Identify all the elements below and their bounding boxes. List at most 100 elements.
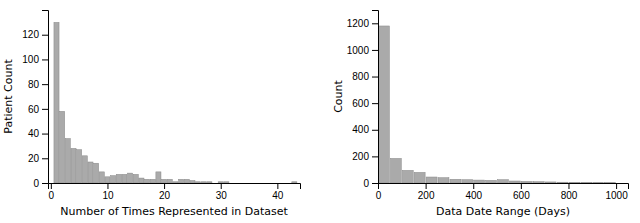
- tick-mark: [51, 183, 52, 189]
- bar: [474, 180, 485, 183]
- tick-mark: [42, 59, 48, 60]
- bar: [593, 182, 604, 183]
- y-axis-title: Count: [332, 79, 345, 112]
- bar: [167, 179, 172, 183]
- y-axis: 020406080100120: [22, 11, 48, 189]
- bar: [390, 158, 401, 183]
- tick-mark: [42, 84, 48, 85]
- bar: [581, 182, 592, 183]
- bar: [207, 182, 212, 183]
- bar: [162, 179, 167, 183]
- bar: [179, 179, 184, 183]
- x-axis-title: Data Date Range (Days): [436, 205, 570, 218]
- tick-mark: [42, 109, 48, 110]
- tick-mark: [42, 183, 48, 184]
- tick-label: 20: [159, 190, 171, 201]
- tick-mark: [372, 23, 378, 24]
- bar: [139, 178, 144, 183]
- bar: [122, 174, 127, 183]
- bar: [111, 176, 116, 183]
- tick-label: 40: [272, 190, 284, 201]
- tick-mark: [473, 183, 474, 189]
- bar: [402, 170, 413, 183]
- tick-label: 80: [28, 79, 40, 90]
- bar: [99, 172, 104, 183]
- tick-label: 0: [363, 178, 369, 189]
- tick-mark: [107, 183, 108, 189]
- tick: 80: [28, 79, 48, 90]
- tick-mark: [372, 156, 378, 157]
- tick-label: 20: [28, 153, 40, 164]
- bar: [450, 179, 461, 183]
- tick: 400: [352, 124, 378, 135]
- tick-mark: [616, 183, 617, 189]
- bar: [509, 181, 520, 183]
- chart-root: 010203040020406080100120Number of Times …: [0, 0, 640, 223]
- axis-line: [379, 184, 629, 190]
- tick: 400: [465, 183, 482, 201]
- bar: [173, 182, 178, 183]
- tick: 60: [28, 104, 48, 115]
- bar: [379, 26, 390, 183]
- bar: [128, 173, 133, 183]
- x-axis: 02004006008001000: [376, 183, 629, 201]
- tick: 200: [352, 151, 378, 162]
- bar: [82, 156, 87, 183]
- tick-mark: [372, 183, 378, 184]
- bar: [150, 179, 155, 183]
- tick-label: 600: [513, 190, 530, 201]
- axis-line: [42, 11, 49, 184]
- bar: [486, 180, 497, 183]
- tick: 600: [513, 183, 530, 201]
- bar: [462, 180, 473, 183]
- tick: 600: [352, 98, 378, 109]
- bar: [88, 162, 93, 183]
- tick-label: 1200: [347, 18, 370, 29]
- axis-line: [49, 184, 301, 190]
- bar: [196, 182, 201, 183]
- tick: 0: [363, 178, 378, 189]
- tick: 800: [561, 183, 578, 201]
- bar: [77, 150, 82, 183]
- tick-label: 400: [352, 124, 369, 135]
- tick: 20: [28, 153, 48, 164]
- bar: [605, 182, 616, 183]
- panel: 010203040020406080100120Number of Times …: [2, 11, 301, 219]
- bar: [292, 182, 297, 183]
- bar: [224, 182, 229, 183]
- tick: 200: [418, 183, 435, 201]
- tick: 10: [102, 183, 114, 201]
- tick-mark: [372, 50, 378, 51]
- tick-label: 120: [22, 29, 39, 40]
- tick-mark: [277, 183, 278, 189]
- bar: [145, 179, 150, 183]
- bar: [94, 163, 99, 183]
- bar: [569, 182, 580, 183]
- tick-label: 60: [28, 104, 40, 115]
- bar: [133, 174, 138, 183]
- tick: 30: [216, 183, 228, 201]
- bar: [190, 181, 195, 183]
- tick-mark: [372, 103, 378, 104]
- panel: 02004006008001000020040060080010001200Da…: [332, 11, 629, 219]
- tick: 120: [22, 29, 48, 40]
- tick-mark: [568, 183, 569, 189]
- tick-label: 200: [352, 151, 369, 162]
- bar: [521, 181, 532, 183]
- tick-mark: [426, 183, 427, 189]
- bar: [557, 182, 568, 183]
- tick: 40: [28, 128, 48, 139]
- bar: [184, 179, 189, 183]
- tick-label: 30: [216, 190, 228, 201]
- tick-label: 40: [28, 128, 40, 139]
- y-axis: 020040060080010001200: [347, 11, 379, 189]
- bar: [438, 178, 449, 183]
- axis-line: [372, 11, 379, 184]
- tick: 0: [49, 183, 55, 201]
- bar: [71, 148, 76, 183]
- tick-label: 0: [33, 178, 39, 189]
- bars: [54, 22, 297, 183]
- y-axis-title: Patient Count: [2, 59, 15, 134]
- tick: 20: [159, 183, 171, 201]
- bar: [414, 172, 425, 183]
